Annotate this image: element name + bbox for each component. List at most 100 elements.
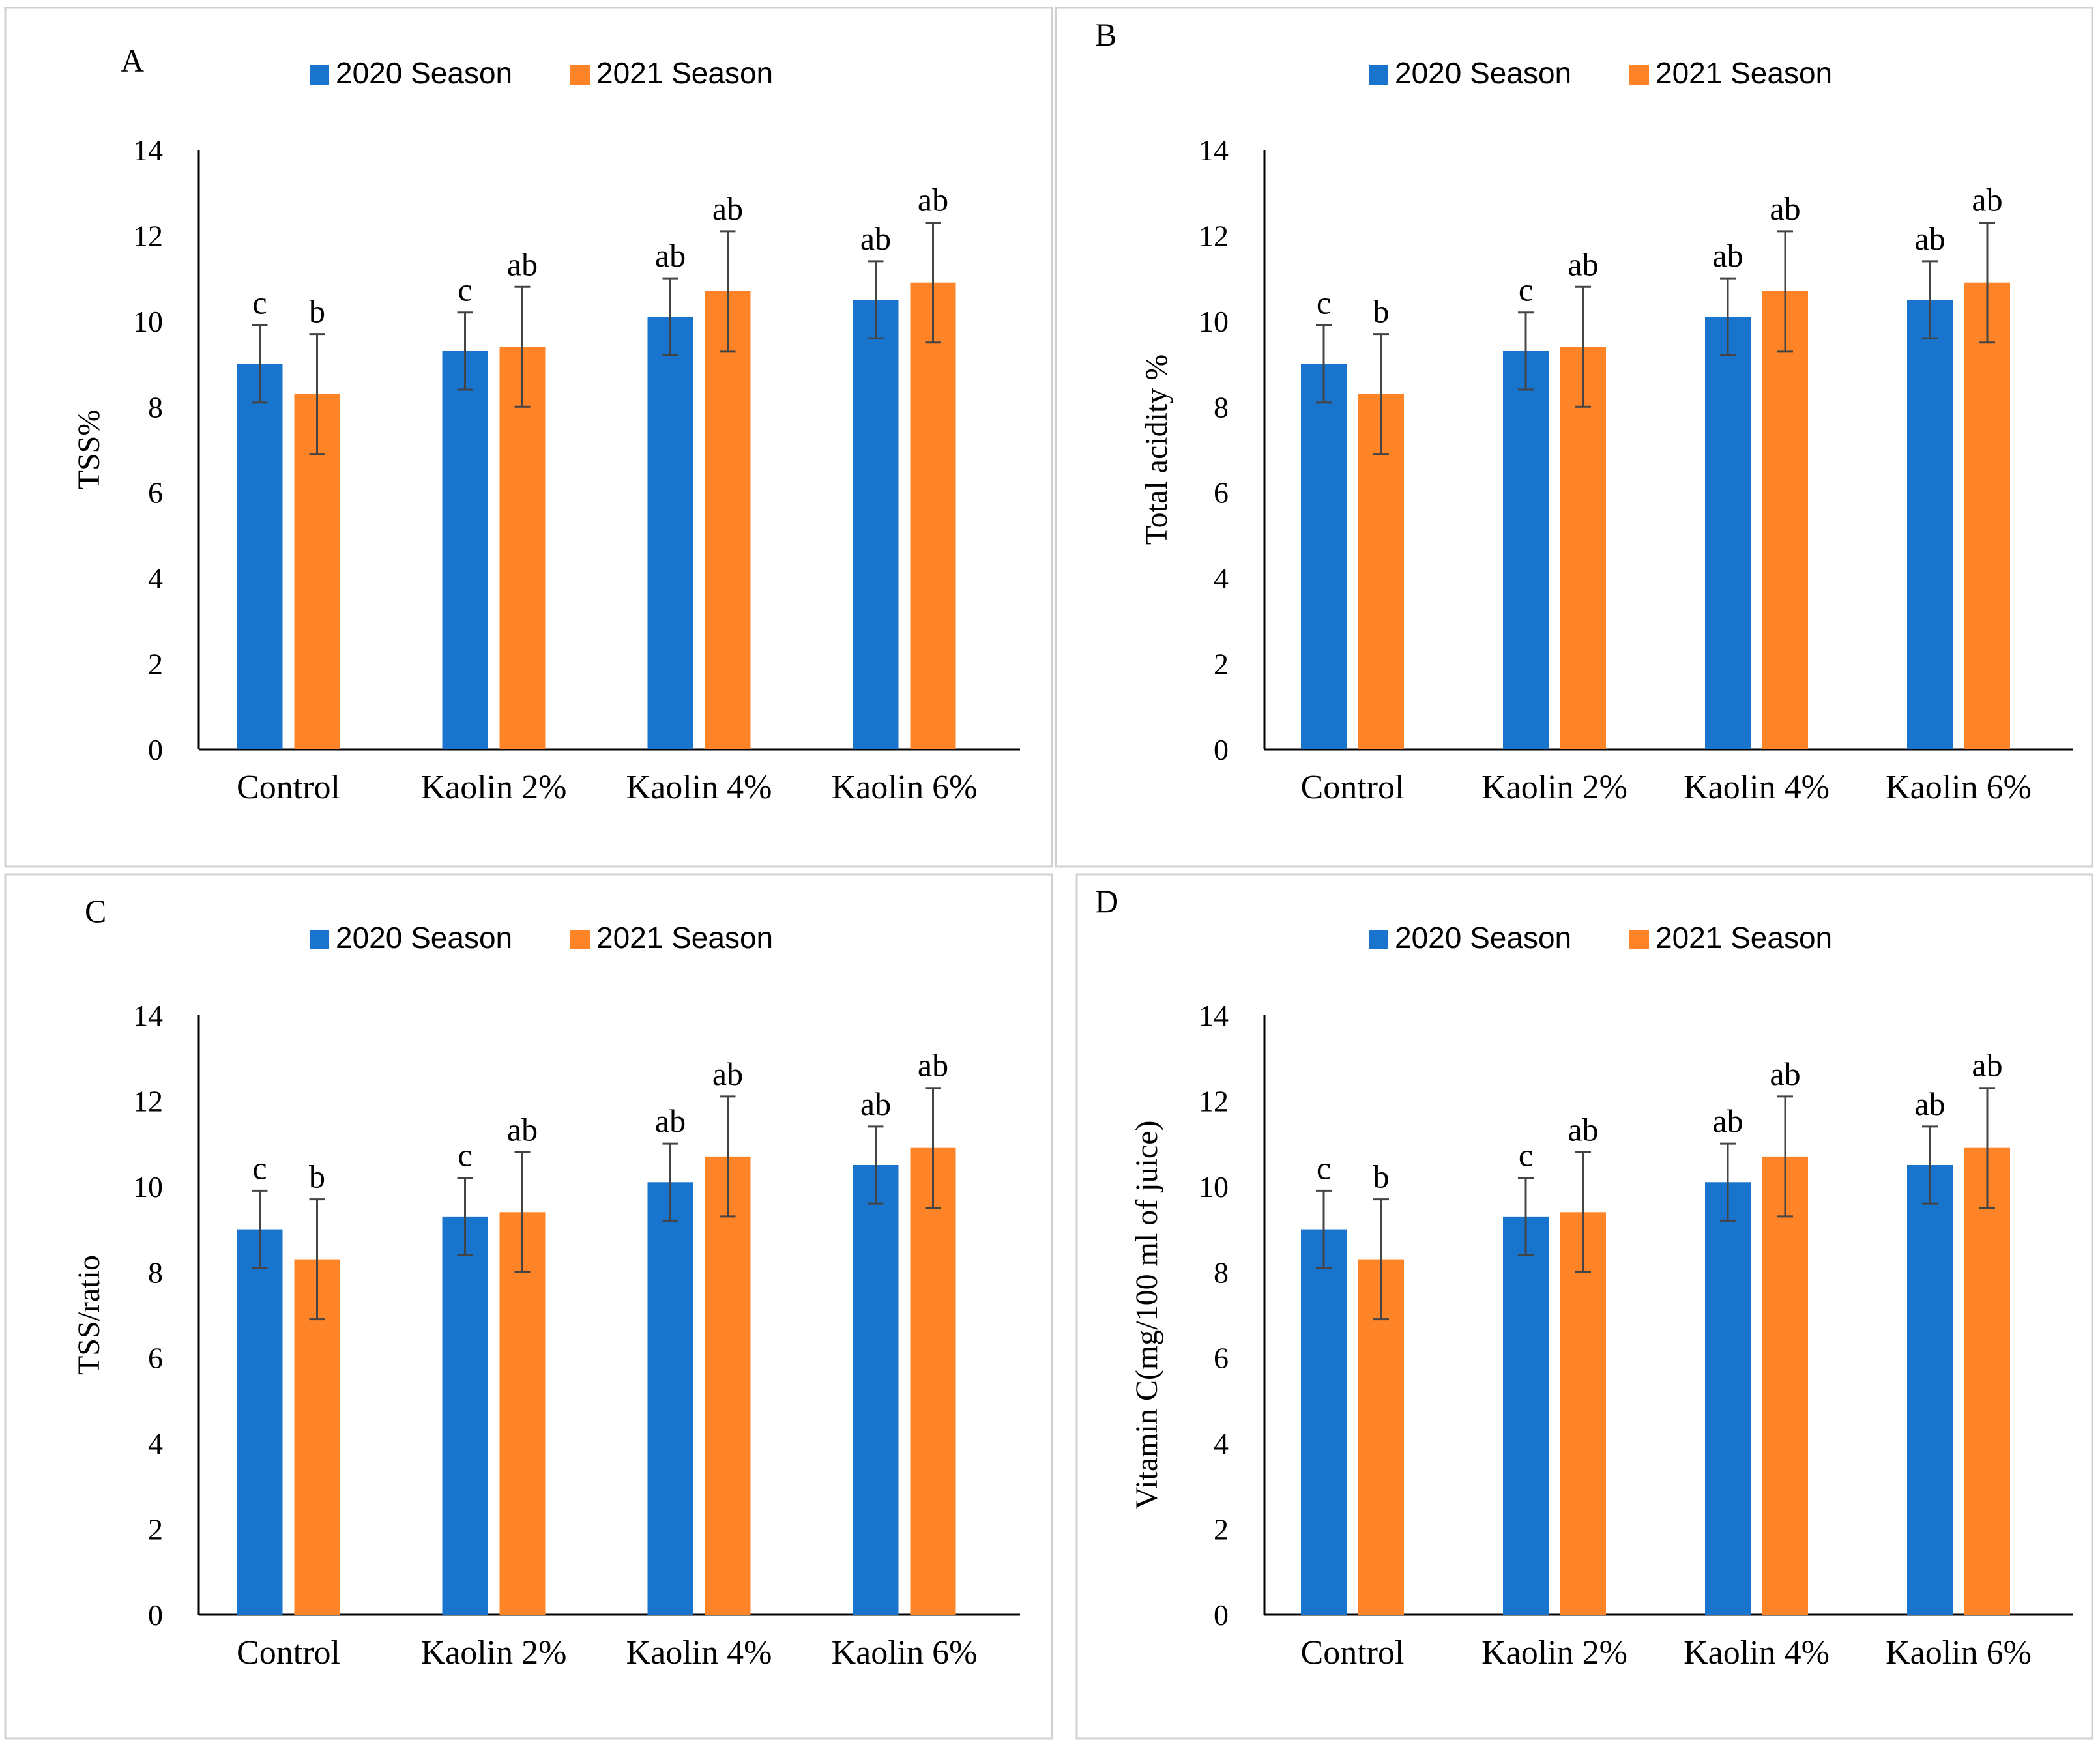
y-tick-label: 2 <box>1214 1513 1229 1546</box>
panel-frame <box>4 7 1053 868</box>
significance-label: c <box>458 1137 472 1174</box>
x-tick-label: Kaolin 6% <box>1886 1634 2032 1671</box>
bar-2021 <box>910 1147 956 1615</box>
significance-label: ab <box>1712 237 1743 274</box>
bar-2020 <box>647 317 693 749</box>
significance-label: ab <box>860 1086 891 1122</box>
panel-letter: A <box>121 42 144 79</box>
panel-frame <box>1075 873 2093 1740</box>
x-tick-label: Kaolin 2% <box>421 1634 567 1671</box>
significance-label: b <box>309 293 325 330</box>
significance-label: ab <box>1914 1086 1945 1122</box>
bar-2021 <box>1762 1156 1808 1615</box>
y-tick-label: 4 <box>148 1427 163 1460</box>
y-tick-label: 6 <box>148 476 163 510</box>
bar-2020 <box>442 351 488 749</box>
significance-label: ab <box>712 1056 743 1092</box>
y-tick-label: 0 <box>1214 1598 1229 1632</box>
significance-label: ab <box>1568 1111 1598 1147</box>
significance-label: ab <box>1914 220 1945 257</box>
bar-2020 <box>1301 1229 1347 1615</box>
y-tick-label: 4 <box>148 562 163 595</box>
chart-panel-D: D 2020 Season 2021 Season 0 2 4 6 8 10 12 14 Vitami… <box>1075 873 2093 1740</box>
significance-label: c <box>252 284 267 321</box>
significance-label: ab <box>507 246 538 282</box>
y-tick-label: 6 <box>148 1342 163 1375</box>
x-tick-label: Control <box>1301 769 1405 806</box>
significance-label: ab <box>655 237 686 274</box>
x-tick-label: Control <box>237 769 340 806</box>
chart-panel-C: C 2020 Season 2021 Season 0 2 4 6 8 10 12 14 TSS/ra… <box>4 873 1053 1740</box>
x-tick-label: Kaolin 2% <box>421 769 567 806</box>
significance-label: ab <box>1770 1056 1800 1092</box>
y-tick-label: 6 <box>1214 476 1229 510</box>
significance-label: ab <box>655 1103 686 1139</box>
bar-2020 <box>853 300 899 749</box>
bar-2020 <box>1907 1165 1953 1615</box>
y-tick-label: 0 <box>148 733 163 766</box>
y-tick-label: 0 <box>148 1598 163 1632</box>
significance-label: ab <box>918 182 948 218</box>
significance-label: ab <box>507 1111 538 1147</box>
y-tick-label: 14 <box>133 134 163 167</box>
chart-panel-A: A 2020 Season 2021 Season 0 2 4 6 8 10 12 14 TSS% c b… <box>4 7 1053 868</box>
y-tick-label: 10 <box>1199 1170 1229 1204</box>
significance-label: ab <box>918 1047 948 1084</box>
bar-2020 <box>1301 364 1347 749</box>
x-tick-label: Kaolin 2% <box>1481 769 1627 806</box>
y-tick-label: 8 <box>148 1256 163 1289</box>
bar-2021 <box>705 1156 751 1615</box>
y-tick-label: 8 <box>1214 1256 1229 1289</box>
panel-frame <box>4 873 1053 1740</box>
x-tick-label: Kaolin 4% <box>626 769 772 806</box>
significance-label: ab <box>1972 182 2002 218</box>
bar-2020 <box>1907 300 1953 749</box>
bar-2021 <box>910 282 956 749</box>
legend-label: 2021 Season <box>1655 921 1832 955</box>
significance-label: b <box>1373 293 1390 330</box>
y-axis-title: Total acidity % <box>1139 354 1174 545</box>
legend-label: 2021 Season <box>1655 56 1832 90</box>
significance-label: b <box>309 1159 325 1195</box>
chart-panel-B: B 2020 Season 2021 Season 0 2 4 6 8 10 12 14 Total … <box>1055 7 2093 868</box>
bar-2021 <box>499 347 546 749</box>
y-tick-label: 12 <box>133 219 163 252</box>
significance-label: ab <box>1712 1103 1743 1139</box>
significance-label: c <box>252 1149 267 1186</box>
y-tick-label: 14 <box>133 999 163 1032</box>
significance-label: c <box>1317 284 1331 321</box>
x-tick-label: Kaolin 6% <box>832 1634 978 1671</box>
y-axis-title: Vitamin C(mg/100 ml of juice) <box>1130 1120 1164 1509</box>
bar-2021 <box>1964 282 2010 749</box>
significance-label: c <box>458 272 472 308</box>
y-tick-label: 12 <box>1199 219 1229 252</box>
panel-letter: D <box>1095 883 1118 919</box>
legend-swatch <box>1369 65 1388 85</box>
y-tick-label: 0 <box>1214 733 1229 766</box>
bar-2020 <box>1705 317 1751 749</box>
y-tick-label: 10 <box>1199 305 1229 338</box>
bar-2020 <box>442 1216 488 1615</box>
bar-2021 <box>499 1212 546 1615</box>
panel-letter: C <box>85 893 106 929</box>
y-axis-title: TSS% <box>72 410 106 490</box>
x-tick-label: Control <box>1301 1634 1405 1671</box>
legend-label: 2021 Season <box>596 56 773 90</box>
y-tick-label: 8 <box>1214 390 1229 424</box>
significance-label: ab <box>1770 190 1800 227</box>
x-tick-label: Control <box>237 1634 340 1671</box>
significance-label: ab <box>1568 246 1598 282</box>
y-tick-label: 12 <box>1199 1084 1229 1118</box>
legend-label: 2021 Season <box>596 921 773 955</box>
x-tick-label: Kaolin 6% <box>832 769 978 806</box>
legend-swatch <box>1629 65 1649 85</box>
y-tick-label: 2 <box>148 1513 163 1546</box>
legend-swatch <box>310 65 329 85</box>
bar-2021 <box>1560 347 1606 749</box>
bar-2020 <box>237 364 283 749</box>
y-tick-label: 2 <box>148 648 163 681</box>
y-tick-label: 14 <box>1199 999 1229 1032</box>
significance-label: b <box>1373 1159 1390 1195</box>
x-tick-label: Kaolin 4% <box>1684 769 1830 806</box>
